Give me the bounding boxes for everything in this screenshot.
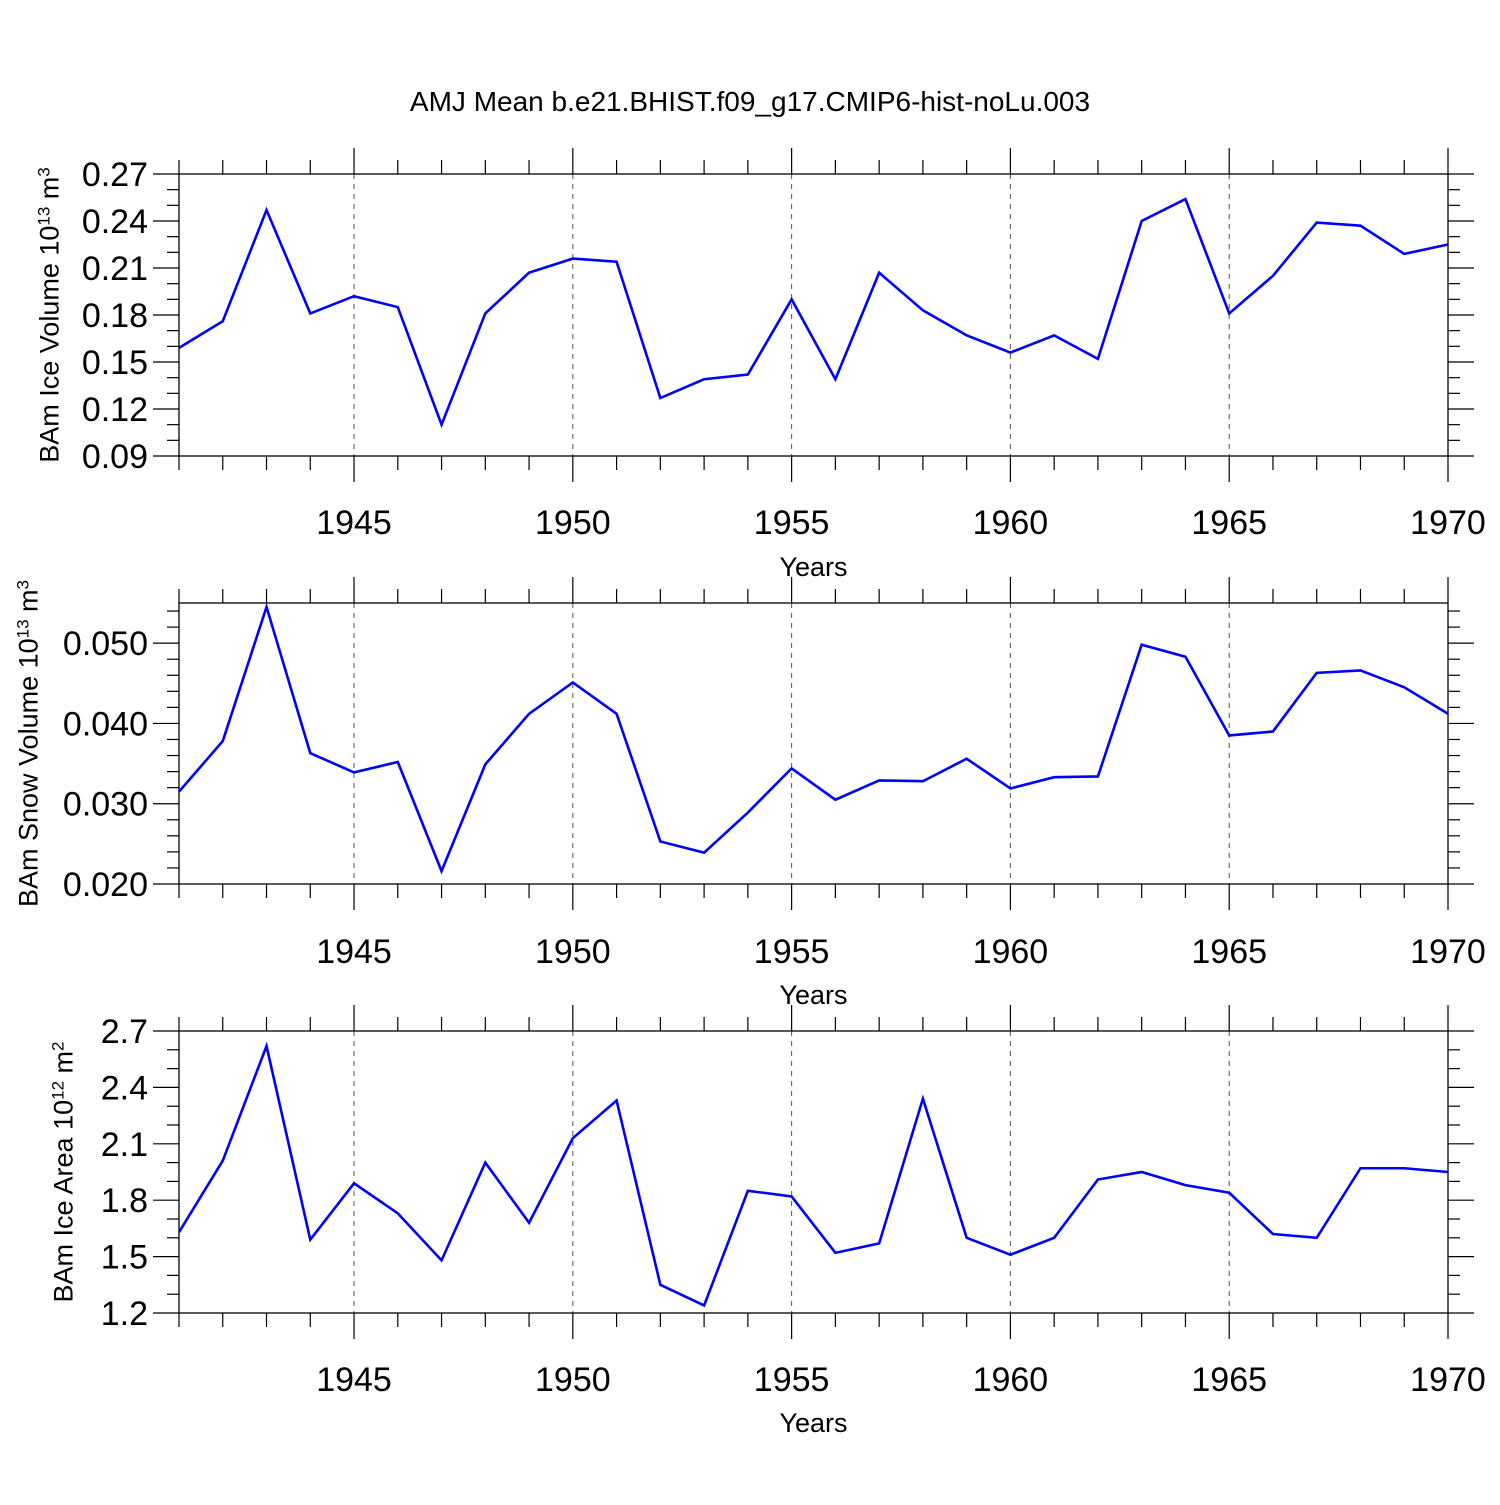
y-axis-label-mid: m	[48, 1051, 78, 1081]
y-axis-label-exp2: 3	[13, 580, 32, 589]
x-tick-label: 1955	[754, 1361, 830, 1399]
y-axis-label-exp1: 13	[13, 619, 32, 638]
x-axis-label: Years	[779, 1408, 847, 1438]
y-tick-label: 1.5	[101, 1239, 148, 1277]
y-tick-label: 0.040	[63, 705, 148, 743]
y-axis-label: BAm Ice Area 1012 m2	[48, 1042, 79, 1303]
snow-volume-panel: 0.020 0.030 0.040 0.050 1945 1950 1955 1960 1965…	[13, 577, 1486, 1010]
y-axis-label: BAm Ice Volume 1013 m3	[34, 167, 65, 463]
ice-area-series-line	[179, 1046, 1448, 1305]
y-tick-label: 1.2	[101, 1295, 148, 1333]
x-tick-label: 1960	[973, 1361, 1049, 1399]
y-axis-label-base: BAm Ice Volume 10	[34, 226, 64, 463]
x-tick-label: 1965	[1191, 504, 1267, 542]
plot-frame	[179, 603, 1448, 884]
y-axis-label-exp2: 2	[48, 1042, 67, 1051]
snow-volume-series-line	[179, 607, 1448, 871]
y-axis-label: BAm Snow Volume 1013 m3	[13, 580, 44, 907]
x-tick-label: 1970	[1410, 1361, 1486, 1399]
y-axis-label-mid: m	[34, 177, 64, 207]
x-tick-label: 1945	[316, 1361, 392, 1399]
x-tick-label: 1945	[316, 933, 392, 971]
x-tick-label: 1950	[535, 1361, 611, 1399]
chart-title: AMJ Mean b.e21.BHIST.f09_g17.CMIP6-hist-…	[410, 86, 1090, 117]
x-tick-label: 1960	[973, 504, 1049, 542]
x-axis-label: Years	[779, 980, 847, 1010]
x-tick-label: 1970	[1410, 504, 1486, 542]
x-tick-label: 1955	[754, 504, 830, 542]
ice-volume-series-line	[179, 199, 1448, 425]
x-axis-label: Years	[779, 552, 847, 582]
x-tick-label: 1960	[973, 933, 1049, 971]
y-tick-label: 0.09	[82, 438, 148, 476]
x-tick-label: 1970	[1410, 933, 1486, 971]
y-axis-label-exp1: 13	[34, 207, 53, 226]
y-tick-label: 0.21	[82, 250, 148, 288]
y-tick-label: 0.050	[63, 625, 148, 663]
plot-frame	[179, 1031, 1448, 1313]
y-tick-label: 2.4	[101, 1069, 148, 1107]
y-tick-label: 2.1	[101, 1126, 148, 1164]
y-tick-label: 0.15	[82, 344, 148, 382]
y-tick-label: 1.8	[101, 1182, 148, 1220]
x-tick-label: 1965	[1191, 933, 1267, 971]
x-tick-label: 1955	[754, 933, 830, 971]
x-tick-label: 1950	[535, 504, 611, 542]
y-axis-label-exp1: 12	[48, 1081, 67, 1100]
y-tick-label: 2.7	[101, 1013, 148, 1051]
y-tick-label: 0.24	[82, 203, 148, 241]
plot-frame	[179, 174, 1448, 456]
y-axis-label-base: BAm Ice Area 10	[48, 1100, 78, 1303]
x-tick-label: 1965	[1191, 1361, 1267, 1399]
x-tick-label: 1945	[316, 504, 392, 542]
y-tick-label: 0.020	[63, 866, 148, 904]
y-axis-label-mid: m	[13, 589, 43, 619]
y-tick-label: 0.12	[82, 391, 148, 429]
y-tick-label: 0.27	[82, 156, 148, 194]
y-axis-label-base: BAm Snow Volume 10	[13, 638, 43, 907]
y-axis-label-exp2: 3	[34, 167, 53, 176]
x-tick-label: 1950	[535, 933, 611, 971]
y-tick-label: 0.030	[63, 786, 148, 824]
y-tick-label: 0.18	[82, 297, 148, 335]
ice-volume-panel: 0.09 0.12 0.15 0.18 0.21 0.24 0.27 1945 1950 1955…	[34, 148, 1486, 582]
ice-area-panel: 1.2 1.5 1.8 2.1 2.4 2.7 1945 1950 1955 1960 1965 19…	[48, 1005, 1486, 1438]
